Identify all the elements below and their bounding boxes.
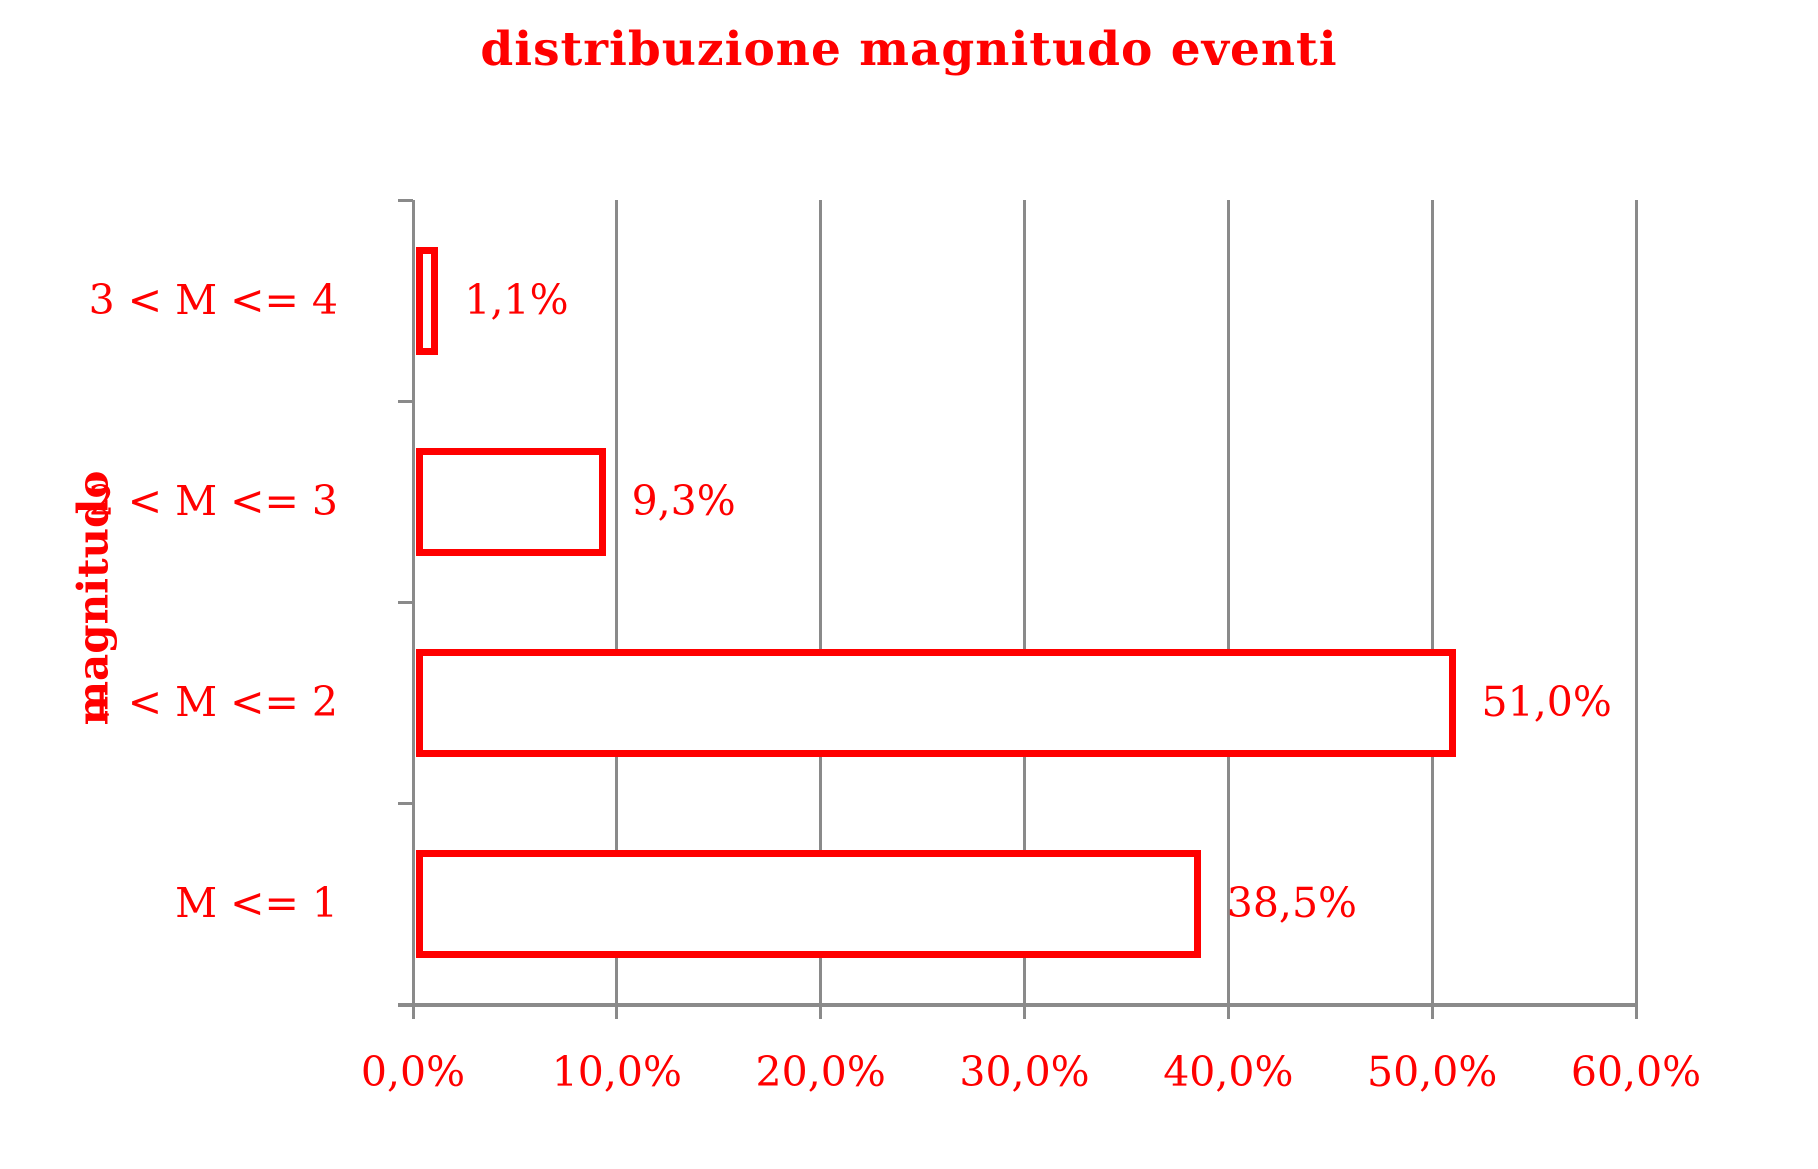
gridline bbox=[1226, 200, 1230, 1019]
value-label: 1,1% bbox=[464, 275, 569, 324]
y-axis-line bbox=[411, 200, 415, 1019]
gridline bbox=[1430, 200, 1434, 1019]
chart-title: distribuzione magnitudo eventi bbox=[480, 22, 1338, 77]
value-label: 51,0% bbox=[1481, 678, 1612, 727]
x-tick-label: 60,0% bbox=[1570, 1048, 1702, 1096]
category-label: 2 < M <= 3 bbox=[88, 476, 338, 525]
x-tick-label: 0,0% bbox=[360, 1048, 466, 1096]
category-label: 1 < M <= 2 bbox=[88, 678, 338, 727]
bar bbox=[416, 850, 1201, 959]
y-axis-tick bbox=[398, 198, 413, 202]
gridline bbox=[615, 200, 619, 1019]
y-axis-tick bbox=[398, 802, 413, 806]
bar bbox=[416, 649, 1456, 758]
gridline bbox=[1023, 200, 1026, 1019]
category-label: 3 < M <= 4 bbox=[88, 275, 338, 324]
gridline bbox=[819, 200, 823, 1019]
category-label: M <= 1 bbox=[175, 879, 338, 928]
x-tick-label: 20,0% bbox=[755, 1048, 886, 1096]
y-axis-tick bbox=[398, 601, 413, 604]
value-label: 9,3% bbox=[631, 476, 736, 525]
gridline bbox=[1634, 200, 1638, 1019]
x-tick-label: 50,0% bbox=[1367, 1048, 1498, 1096]
bar bbox=[416, 447, 606, 556]
value-label: 38,5% bbox=[1226, 879, 1357, 928]
y-axis-tick bbox=[398, 399, 413, 403]
bar bbox=[416, 246, 439, 355]
x-axis-line bbox=[398, 1003, 1638, 1007]
x-tick-label: 30,0% bbox=[959, 1048, 1090, 1096]
x-tick-label: 40,0% bbox=[1163, 1048, 1294, 1096]
x-tick-label: 10,0% bbox=[551, 1048, 682, 1096]
